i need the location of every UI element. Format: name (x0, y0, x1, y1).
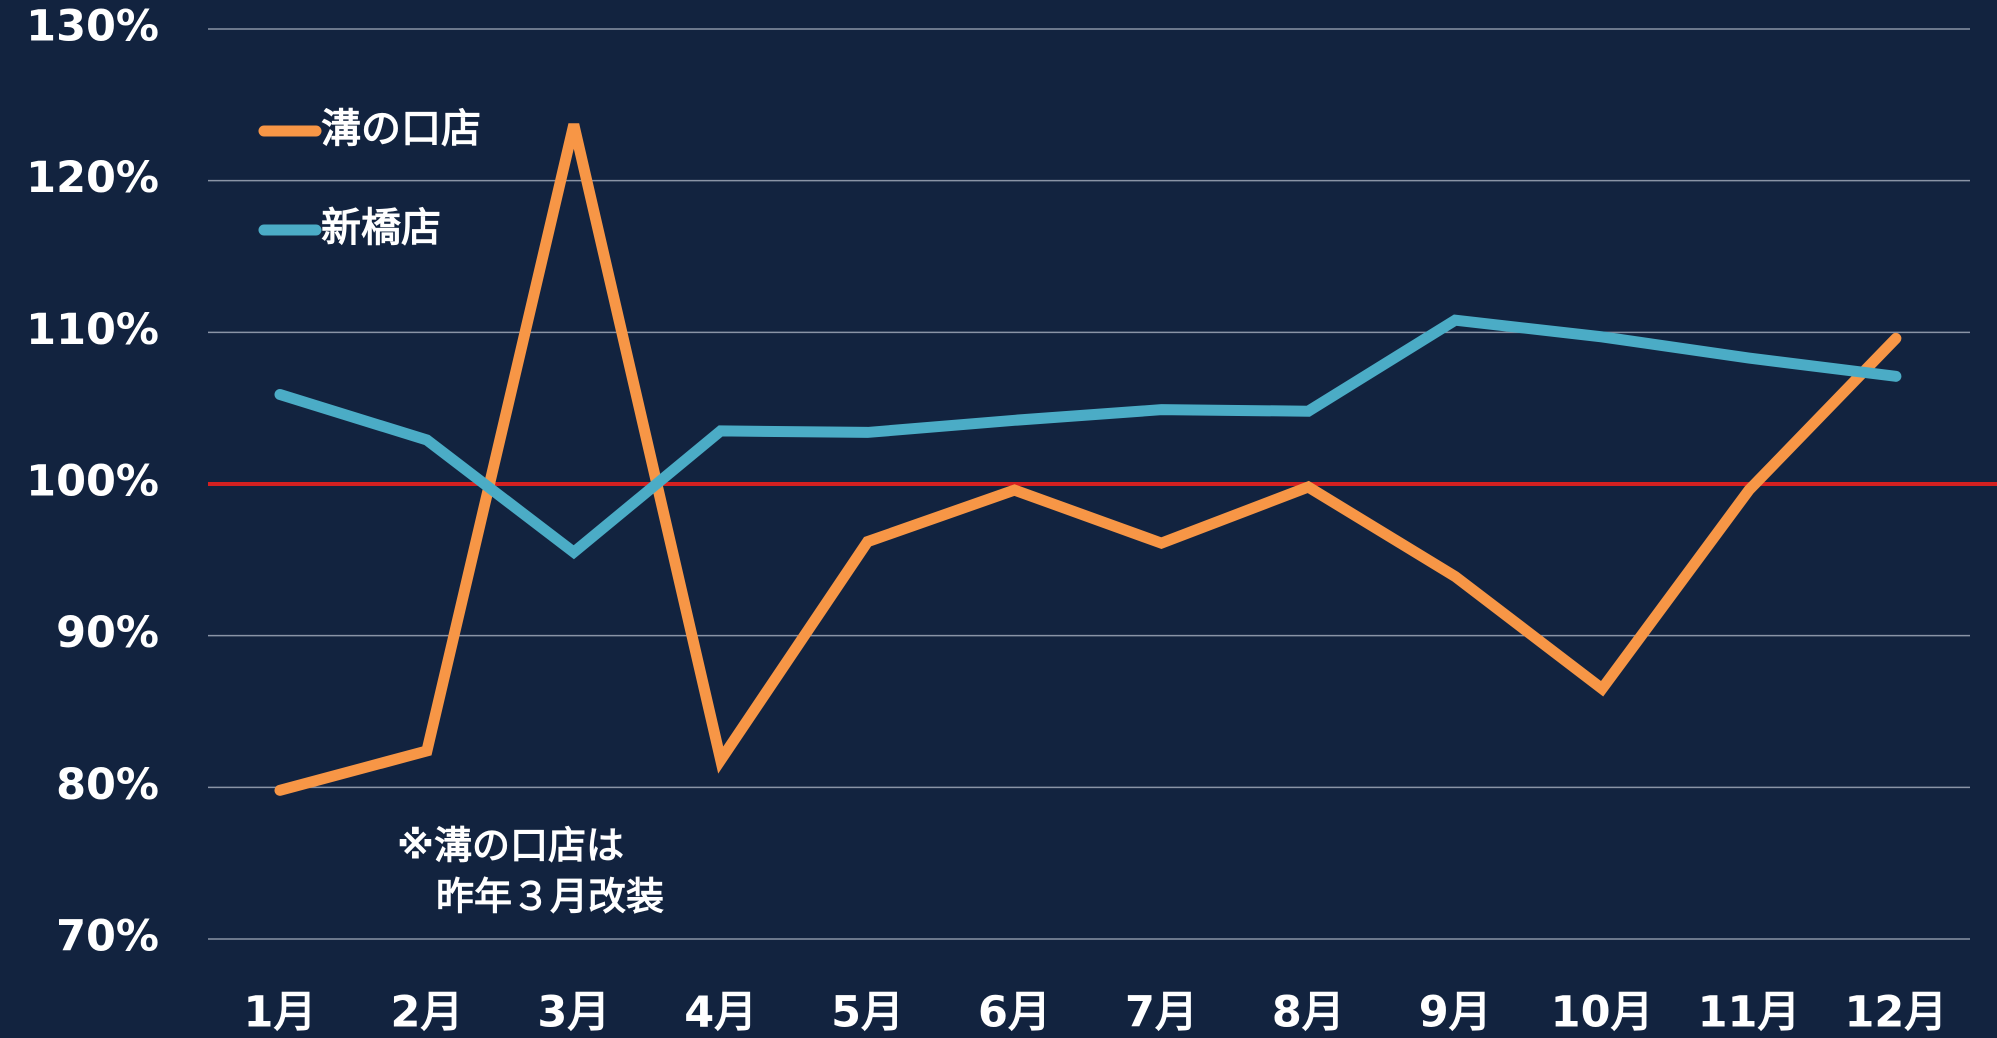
x-tick-label: 1月 (244, 988, 317, 1038)
legend-label: 新橋店 (321, 205, 441, 251)
y-tick-label: 90% (56, 608, 159, 658)
series-line (274, 123, 1902, 796)
x-tick-label: 12月 (1844, 988, 1947, 1038)
x-tick-label: 3月 (537, 988, 610, 1038)
y-tick-label: 100% (26, 457, 159, 507)
annotation: 昨年３月改装 (436, 875, 664, 919)
x-tick-label: 5月 (831, 988, 904, 1038)
y-tick-label: 80% (56, 760, 159, 810)
x-tick-label: 2月 (390, 988, 463, 1038)
y-tick-label: 70% (56, 912, 159, 962)
x-tick-label: 8月 (1272, 988, 1345, 1038)
annotation: ※溝の口店は (397, 824, 624, 868)
x-tick-label: 6月 (978, 988, 1051, 1038)
x-tick-label: 4月 (684, 988, 757, 1038)
x-tick-label: 10月 (1551, 988, 1654, 1038)
y-tick-label: 120% (26, 153, 159, 203)
y-tick-label: 110% (26, 305, 159, 355)
x-tick-label: 7月 (1125, 988, 1198, 1038)
x-tick-label: 9月 (1419, 988, 1492, 1038)
series-line (274, 314, 1902, 560)
x-tick-label: 11月 (1698, 988, 1801, 1038)
y-tick-label: 130% (26, 2, 159, 52)
legend-label: 溝の口店 (321, 106, 481, 152)
